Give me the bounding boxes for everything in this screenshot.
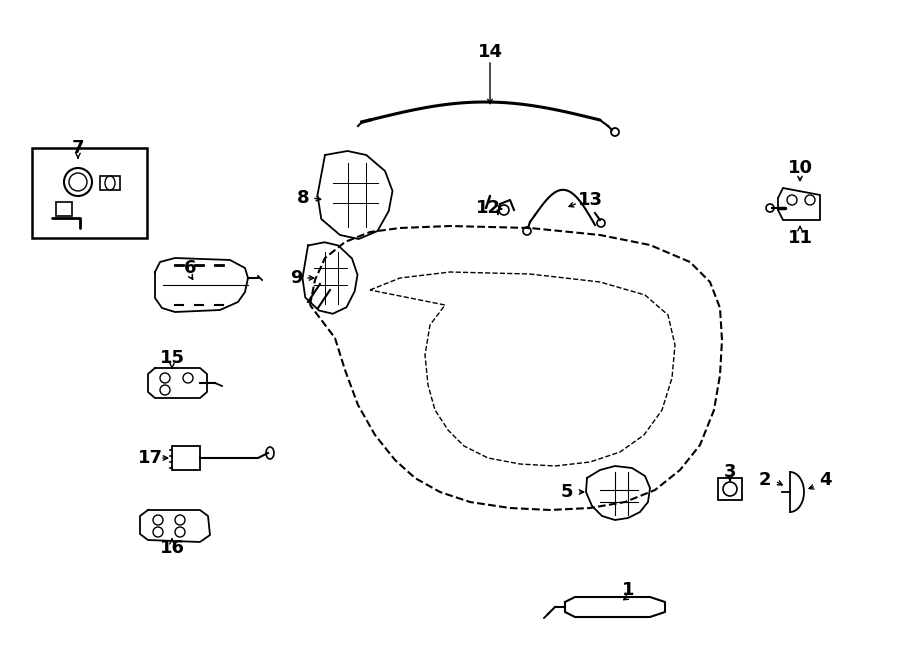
Bar bbox=[718, 478, 742, 500]
Bar bbox=[172, 446, 200, 470]
Text: 13: 13 bbox=[578, 191, 602, 209]
Text: 16: 16 bbox=[159, 539, 184, 557]
Bar bbox=[56, 202, 72, 216]
Text: 8: 8 bbox=[297, 189, 310, 207]
Text: 2: 2 bbox=[759, 471, 771, 489]
Text: 10: 10 bbox=[788, 159, 813, 177]
Text: 14: 14 bbox=[478, 43, 502, 61]
Text: 1: 1 bbox=[622, 581, 634, 599]
Text: 15: 15 bbox=[159, 349, 184, 367]
Bar bbox=[32, 148, 147, 238]
Text: 12: 12 bbox=[475, 199, 500, 217]
Text: 9: 9 bbox=[290, 269, 302, 287]
Text: 4: 4 bbox=[819, 471, 832, 489]
Text: 6: 6 bbox=[184, 259, 196, 277]
Text: 3: 3 bbox=[724, 463, 736, 481]
Bar bbox=[100, 176, 120, 190]
Text: 7: 7 bbox=[72, 139, 85, 157]
Text: 5: 5 bbox=[561, 483, 573, 501]
Text: 17: 17 bbox=[138, 449, 163, 467]
Text: 11: 11 bbox=[788, 229, 813, 247]
